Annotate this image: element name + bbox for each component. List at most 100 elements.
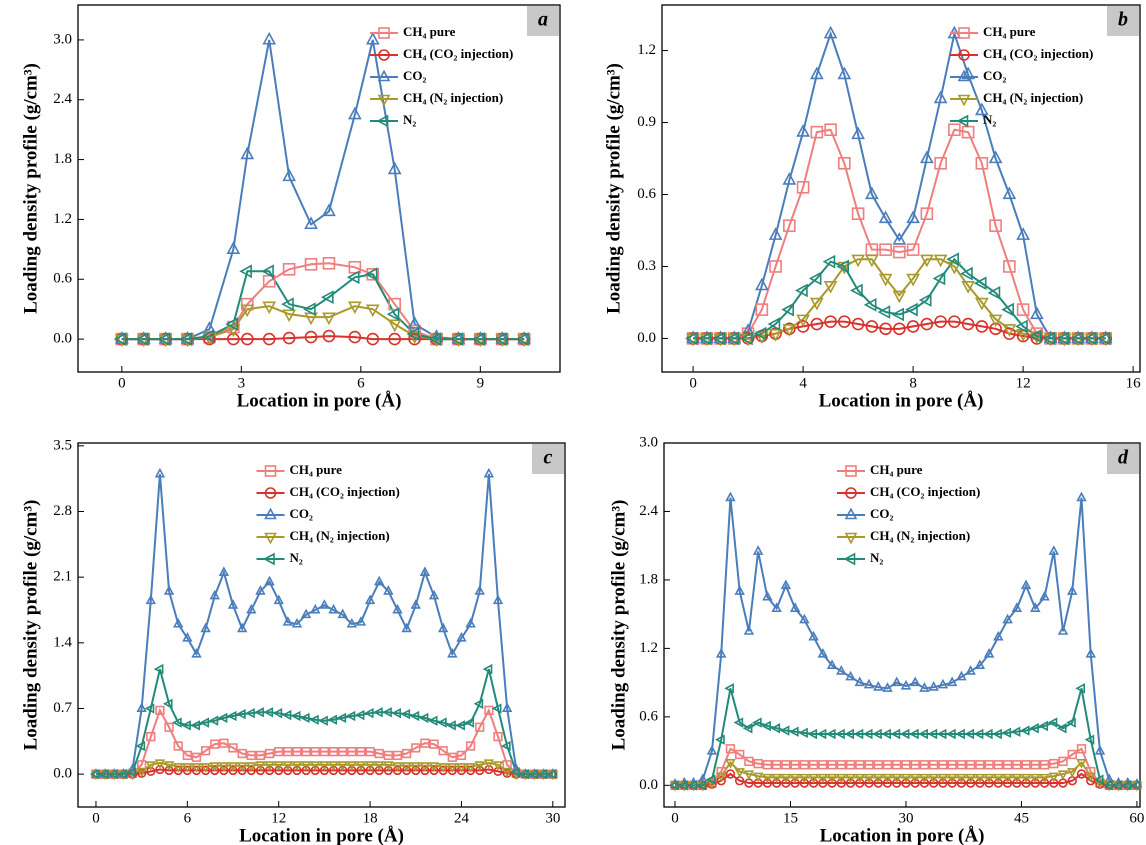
marker [126, 767, 137, 778]
marker [865, 320, 879, 333]
marker [961, 317, 975, 331]
marker [281, 709, 292, 721]
marker [975, 320, 989, 333]
marker [304, 216, 318, 230]
marker [864, 778, 874, 788]
marker [465, 765, 476, 776]
x-tick-label: 18 [363, 810, 378, 826]
x-tick-label: 4 [799, 375, 807, 391]
marker [946, 252, 960, 267]
marker [282, 168, 296, 182]
marker [851, 207, 865, 220]
y-tick-label: 2.8 [53, 503, 72, 519]
marker [1001, 727, 1012, 739]
marker [809, 66, 824, 80]
y-tick-label: 0.0 [53, 766, 72, 782]
x-tick-label: 8 [909, 375, 917, 391]
marker [768, 227, 783, 240]
marker [1094, 744, 1106, 755]
marker [319, 761, 330, 771]
marker [465, 617, 476, 628]
plot-frame [77, 442, 566, 808]
x-axis-label: Location in pore (Å) [239, 825, 404, 845]
marker [429, 739, 439, 749]
marker [438, 746, 448, 756]
marker [546, 768, 557, 780]
legend-label: CH₄ (CO₂ injection) [870, 484, 980, 499]
marker [975, 778, 985, 788]
legend-marker [263, 552, 275, 566]
marker [472, 332, 485, 346]
marker [826, 659, 838, 670]
marker [1030, 778, 1040, 788]
marker [988, 150, 1003, 164]
marker [273, 761, 284, 771]
x-tick-label: 0 [671, 810, 679, 826]
marker [282, 331, 296, 345]
marker [392, 762, 403, 772]
marker [836, 665, 847, 675]
marker [1010, 726, 1021, 737]
marker [391, 708, 401, 719]
marker [374, 761, 385, 771]
marker [383, 585, 394, 595]
marker [301, 747, 311, 757]
y-tick-label: 0.6 [637, 186, 656, 202]
panel-label: b [1118, 9, 1128, 31]
marker [1057, 625, 1069, 635]
marker [456, 632, 467, 642]
marker [464, 717, 475, 728]
marker [200, 763, 211, 773]
marker [790, 760, 800, 770]
marker [255, 585, 266, 595]
marker [303, 302, 316, 317]
marker [501, 767, 513, 778]
marker [1103, 780, 1113, 791]
marker [973, 276, 987, 291]
marker [501, 740, 511, 752]
marker [510, 767, 520, 778]
marker [401, 622, 412, 633]
marker [261, 264, 274, 279]
marker [400, 708, 411, 720]
marker [272, 708, 283, 719]
marker [993, 773, 1004, 784]
series-line [693, 29, 1106, 340]
marker [162, 698, 173, 709]
marker [528, 768, 539, 780]
marker [975, 102, 989, 116]
marker [1076, 491, 1087, 502]
marker [409, 710, 420, 722]
marker [310, 765, 320, 776]
marker [956, 778, 967, 788]
marker [901, 760, 911, 770]
marker [799, 760, 810, 770]
marker [933, 90, 948, 104]
marker [1028, 329, 1042, 343]
marker [191, 763, 202, 773]
series-line [674, 497, 1138, 786]
marker [164, 722, 174, 732]
panel-label-box [1107, 6, 1139, 36]
marker [144, 703, 155, 714]
marker [1039, 773, 1050, 784]
marker [905, 302, 918, 317]
legend-label: N₂ [983, 112, 996, 127]
marker [239, 264, 252, 279]
marker [201, 329, 215, 343]
marker [456, 763, 467, 773]
marker [864, 760, 874, 770]
marker [752, 772, 764, 783]
marker [936, 728, 947, 740]
marker [877, 305, 891, 319]
marker [862, 728, 873, 740]
marker [910, 760, 920, 770]
marker [836, 778, 846, 788]
x-tick-label: 12 [271, 810, 286, 826]
marker [754, 331, 769, 345]
marker [154, 759, 166, 770]
marker [965, 665, 976, 675]
plot-frame [77, 4, 561, 373]
